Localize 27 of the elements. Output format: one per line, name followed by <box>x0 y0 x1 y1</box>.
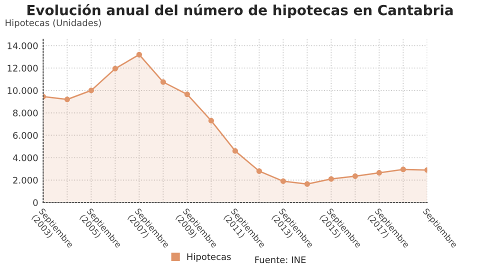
point <box>256 168 262 174</box>
y-tick-label: 10.000 <box>8 87 38 94</box>
legend-label: Hipotecas <box>187 253 231 262</box>
point <box>232 148 238 154</box>
source-note: Fuente: INE <box>255 256 306 264</box>
y-tick-label: 6.000 <box>13 132 38 139</box>
point <box>328 176 334 182</box>
y-tick-label: 2.000 <box>13 176 38 184</box>
point <box>112 66 118 72</box>
point <box>280 178 286 184</box>
y-tick-label: 14.000 <box>8 42 38 50</box>
point <box>304 181 310 187</box>
point <box>64 96 70 102</box>
y-tick-label: 12.000 <box>8 64 38 72</box>
point <box>136 52 142 58</box>
point <box>184 92 190 98</box>
y-tick-label: 8.000 <box>13 110 38 116</box>
point <box>400 166 406 172</box>
y-tick-label: 4.000 <box>12 154 38 162</box>
point <box>352 173 358 179</box>
point <box>376 170 382 176</box>
point <box>88 88 94 94</box>
y-tick-label: 0 <box>33 199 38 206</box>
y-axis-title: Hipotecas (Unidades) <box>6 19 101 28</box>
point <box>160 79 166 85</box>
point <box>208 118 214 124</box>
chart-title: Evolución anual del número de hipotecas en Cantabria <box>27 4 453 18</box>
